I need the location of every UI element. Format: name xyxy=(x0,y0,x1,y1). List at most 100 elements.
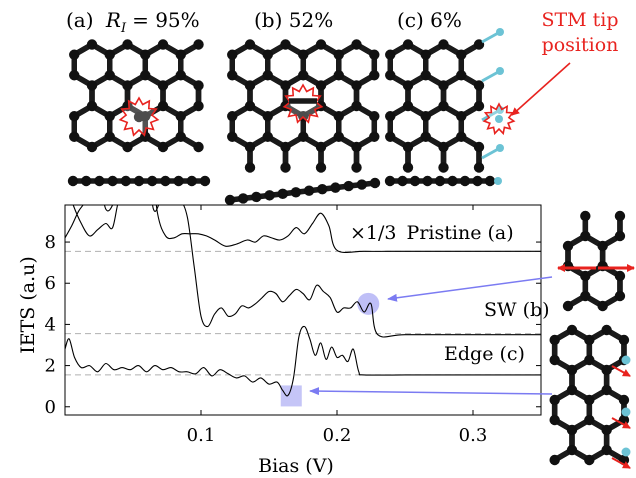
carbon-atom xyxy=(580,230,591,242)
side-structure-edge xyxy=(549,324,631,469)
side-view-atom xyxy=(81,175,92,187)
panel-b-title: (b) 52% xyxy=(254,8,333,32)
carbon-atom xyxy=(315,162,327,173)
side-structure-sw xyxy=(557,210,635,312)
side-view-atom xyxy=(330,182,341,193)
series-line-edge xyxy=(65,325,541,397)
carbon-atom xyxy=(584,354,595,366)
panel-a-ri-value: = 95% xyxy=(132,8,200,32)
carbon-atom xyxy=(402,141,414,153)
side-view-atom xyxy=(107,175,118,187)
side-view-atom xyxy=(160,175,171,187)
carbon-atom xyxy=(175,131,186,142)
carbon-atom xyxy=(122,39,133,50)
carbon-atom xyxy=(566,444,578,456)
side-view-atom xyxy=(434,175,446,187)
carbon-atom xyxy=(456,70,467,81)
carbon-atom xyxy=(402,39,414,50)
side-view-atom xyxy=(237,193,249,204)
hydrogen-atom xyxy=(496,28,504,36)
stm-tip-marker-a xyxy=(118,96,160,137)
carbon-atom xyxy=(157,39,169,50)
side-view-atom xyxy=(264,190,275,201)
side-view-atom xyxy=(94,175,105,187)
carbon-atom xyxy=(280,162,291,173)
highlight-markers xyxy=(280,292,380,407)
carbon-atom xyxy=(69,131,80,142)
side-view-atom xyxy=(147,175,158,187)
panel-a-ri-sub: I xyxy=(120,21,127,36)
carbon-atom xyxy=(566,324,578,336)
hydrogen-atom-target xyxy=(495,115,503,123)
carbon-atom xyxy=(262,131,273,142)
carbon-atom xyxy=(104,111,115,122)
carbon-atom xyxy=(86,39,98,50)
carbon-atom xyxy=(333,70,344,81)
carbon-atom xyxy=(456,131,467,142)
side-view-atom xyxy=(356,179,368,190)
panel-a-title: (a) RI = 95% xyxy=(66,8,200,36)
carbon-atom xyxy=(280,80,291,91)
edge-hydrogen-atom xyxy=(621,355,631,365)
carbon-atom xyxy=(227,49,238,60)
carbon-atom xyxy=(157,141,169,153)
x-tick-label: 0.2 xyxy=(323,425,352,446)
side-view-atom xyxy=(397,175,408,187)
carbon-atom xyxy=(262,111,273,122)
carbon-atom xyxy=(69,49,80,60)
carbon-atom xyxy=(351,80,362,91)
series-label-sw: SW (b) xyxy=(484,299,550,321)
series-label-edge: Edge (c) xyxy=(444,343,525,365)
carbon-atom xyxy=(584,394,595,406)
carbon-atom xyxy=(597,240,608,252)
carbon-atom xyxy=(227,111,238,122)
carbon-atom xyxy=(566,364,578,376)
carbon-atom xyxy=(333,49,344,60)
carbon-atom xyxy=(175,70,186,81)
carbon-atom xyxy=(601,364,612,376)
carbon-atom xyxy=(262,49,273,60)
carbon-atom xyxy=(193,39,204,50)
carbon-atom xyxy=(315,141,327,153)
carbon-atom xyxy=(157,80,169,91)
carbon-atom xyxy=(584,334,595,346)
carbon-atom xyxy=(614,270,626,282)
series-line-sw xyxy=(65,205,541,338)
side-view-atom xyxy=(251,191,262,203)
hydrogen-atom xyxy=(496,144,504,152)
y-tick-label: 0 xyxy=(45,397,56,418)
highlight-circle-marker xyxy=(357,292,380,315)
carbon-atom xyxy=(420,70,431,81)
carbon-atom xyxy=(175,111,186,122)
carbon-atom xyxy=(262,70,273,81)
carbon-atom xyxy=(86,80,98,91)
carbon-atom xyxy=(473,100,485,112)
side-view-atom xyxy=(224,194,236,206)
iets-chart: 0.1 0.2 0.3 0 2 4 6 8 Bias (V) IETS (a.u) ×1/3 … xyxy=(17,204,550,477)
side-view-atom xyxy=(317,183,328,195)
side-view-atom xyxy=(409,175,421,187)
carbon-atom xyxy=(402,80,414,91)
carbon-atom xyxy=(614,230,626,242)
panel-a-structure xyxy=(67,39,211,187)
carbon-atom xyxy=(385,49,396,60)
carbon-atom xyxy=(157,100,169,112)
edge-vibration-arrow xyxy=(611,417,631,429)
carbon-atom xyxy=(333,131,344,142)
carbon-atom xyxy=(438,80,449,91)
edge-hydrogen-atom xyxy=(621,407,631,417)
side-view-atom xyxy=(133,175,145,187)
hydrogen-atom-side xyxy=(494,177,502,185)
carbon-atom xyxy=(175,49,186,60)
highlight-square-marker xyxy=(280,385,302,407)
side-view-atom xyxy=(277,188,288,200)
carbon-atom xyxy=(369,111,380,122)
carbon-atom xyxy=(193,80,204,91)
stm-tip-label-line2: position xyxy=(542,34,619,56)
carbon-atom xyxy=(280,39,291,50)
carbon-atom xyxy=(580,290,591,302)
carbon-atom xyxy=(122,141,133,153)
hydrogen-atom xyxy=(496,67,504,75)
carbon-atom xyxy=(315,80,327,91)
carbon-atom xyxy=(140,49,151,60)
